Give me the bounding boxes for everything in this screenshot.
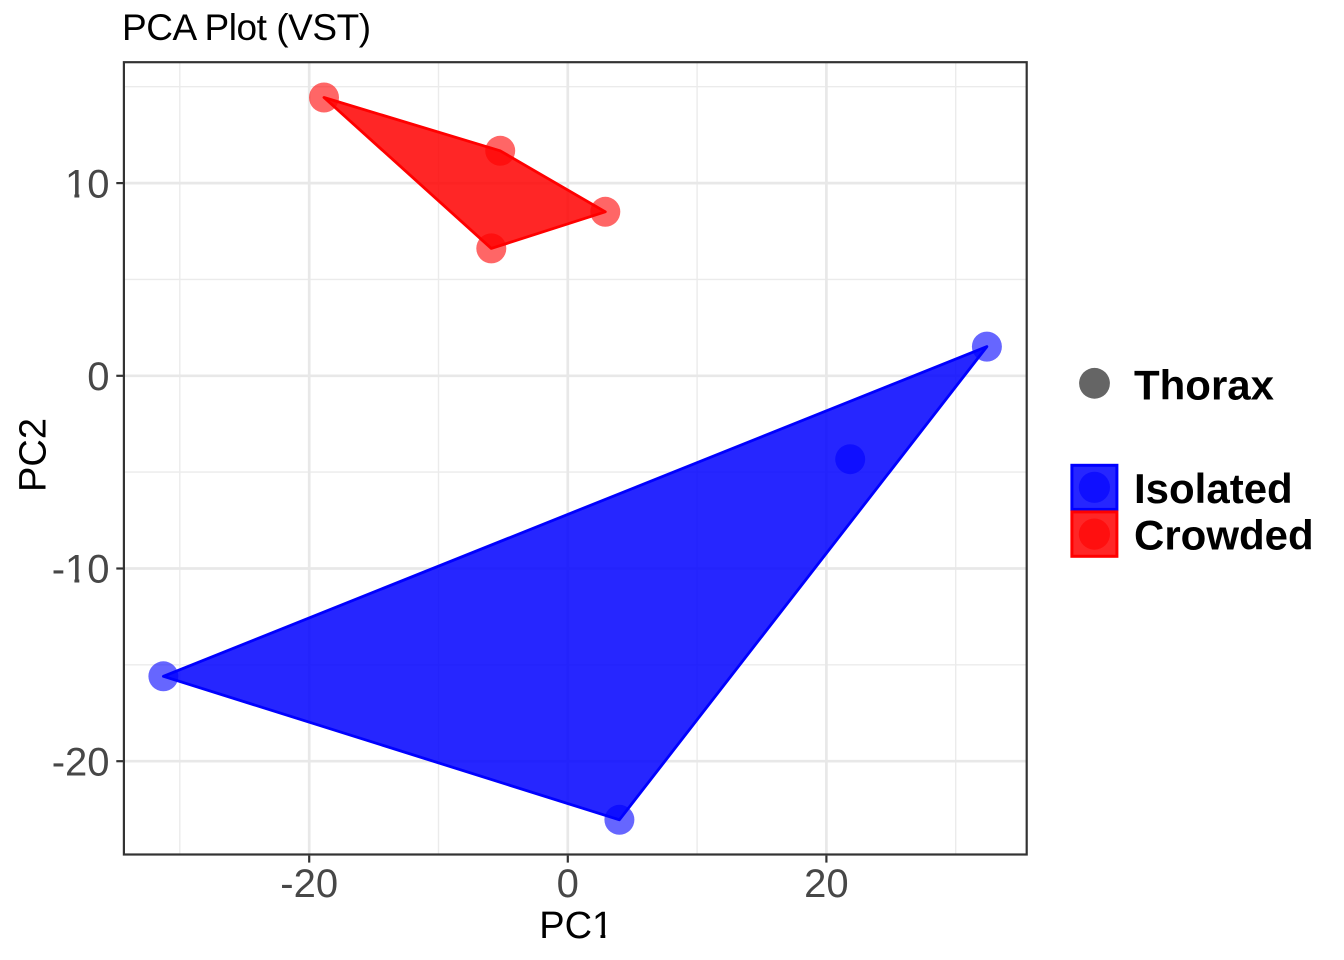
svg-text:0: 0 — [557, 862, 579, 906]
svg-text:Isolated: Isolated — [1134, 465, 1293, 512]
svg-text:-10: -10 — [52, 548, 110, 592]
svg-text:PC2: PC2 — [13, 418, 55, 492]
svg-text:-20: -20 — [52, 740, 110, 784]
svg-text:Crowded: Crowded — [1134, 511, 1314, 558]
svg-text:PCA Plot (VST): PCA Plot (VST) — [122, 7, 371, 48]
svg-text:PC1: PC1 — [539, 905, 613, 947]
svg-text:Thorax: Thorax — [1134, 362, 1275, 409]
svg-text:0: 0 — [87, 355, 109, 399]
svg-text:-20: -20 — [280, 862, 338, 906]
svg-text:10: 10 — [65, 162, 110, 206]
svg-text:20: 20 — [804, 862, 849, 906]
